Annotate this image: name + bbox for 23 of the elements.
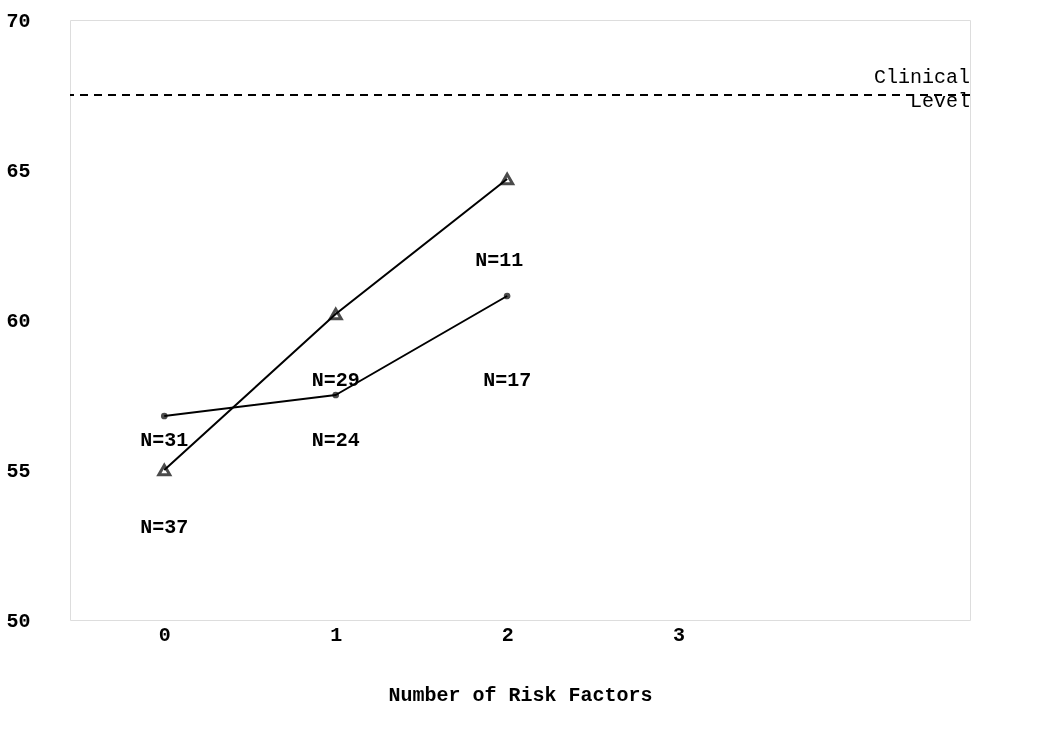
annotation: N=11	[475, 249, 524, 272]
annotation: N=31	[140, 429, 189, 452]
y-tick-label: 60	[6, 309, 31, 333]
point	[160, 412, 168, 420]
ref-line-label: Clinical Level	[873, 66, 970, 113]
x-tick-label: 3	[673, 623, 686, 647]
point	[503, 292, 511, 300]
annotation: N=29	[311, 369, 360, 392]
y-tick-label: 65	[6, 159, 31, 183]
y-tick-label: 50	[6, 609, 31, 633]
x-tick-label: 0	[158, 623, 171, 647]
point	[500, 172, 515, 186]
x-axis-title: Number of Risk Factors	[388, 683, 653, 707]
point	[332, 391, 340, 399]
y-tick-label: 70	[6, 9, 31, 33]
point	[157, 463, 172, 477]
x-tick-label: 2	[501, 623, 514, 647]
y-tick-label: 55	[6, 459, 31, 483]
annotation: N=17	[483, 369, 532, 392]
x-tick-label: 1	[330, 623, 343, 647]
point	[328, 307, 343, 321]
annotation: N=37	[140, 516, 189, 539]
annotation: N=24	[311, 429, 360, 452]
